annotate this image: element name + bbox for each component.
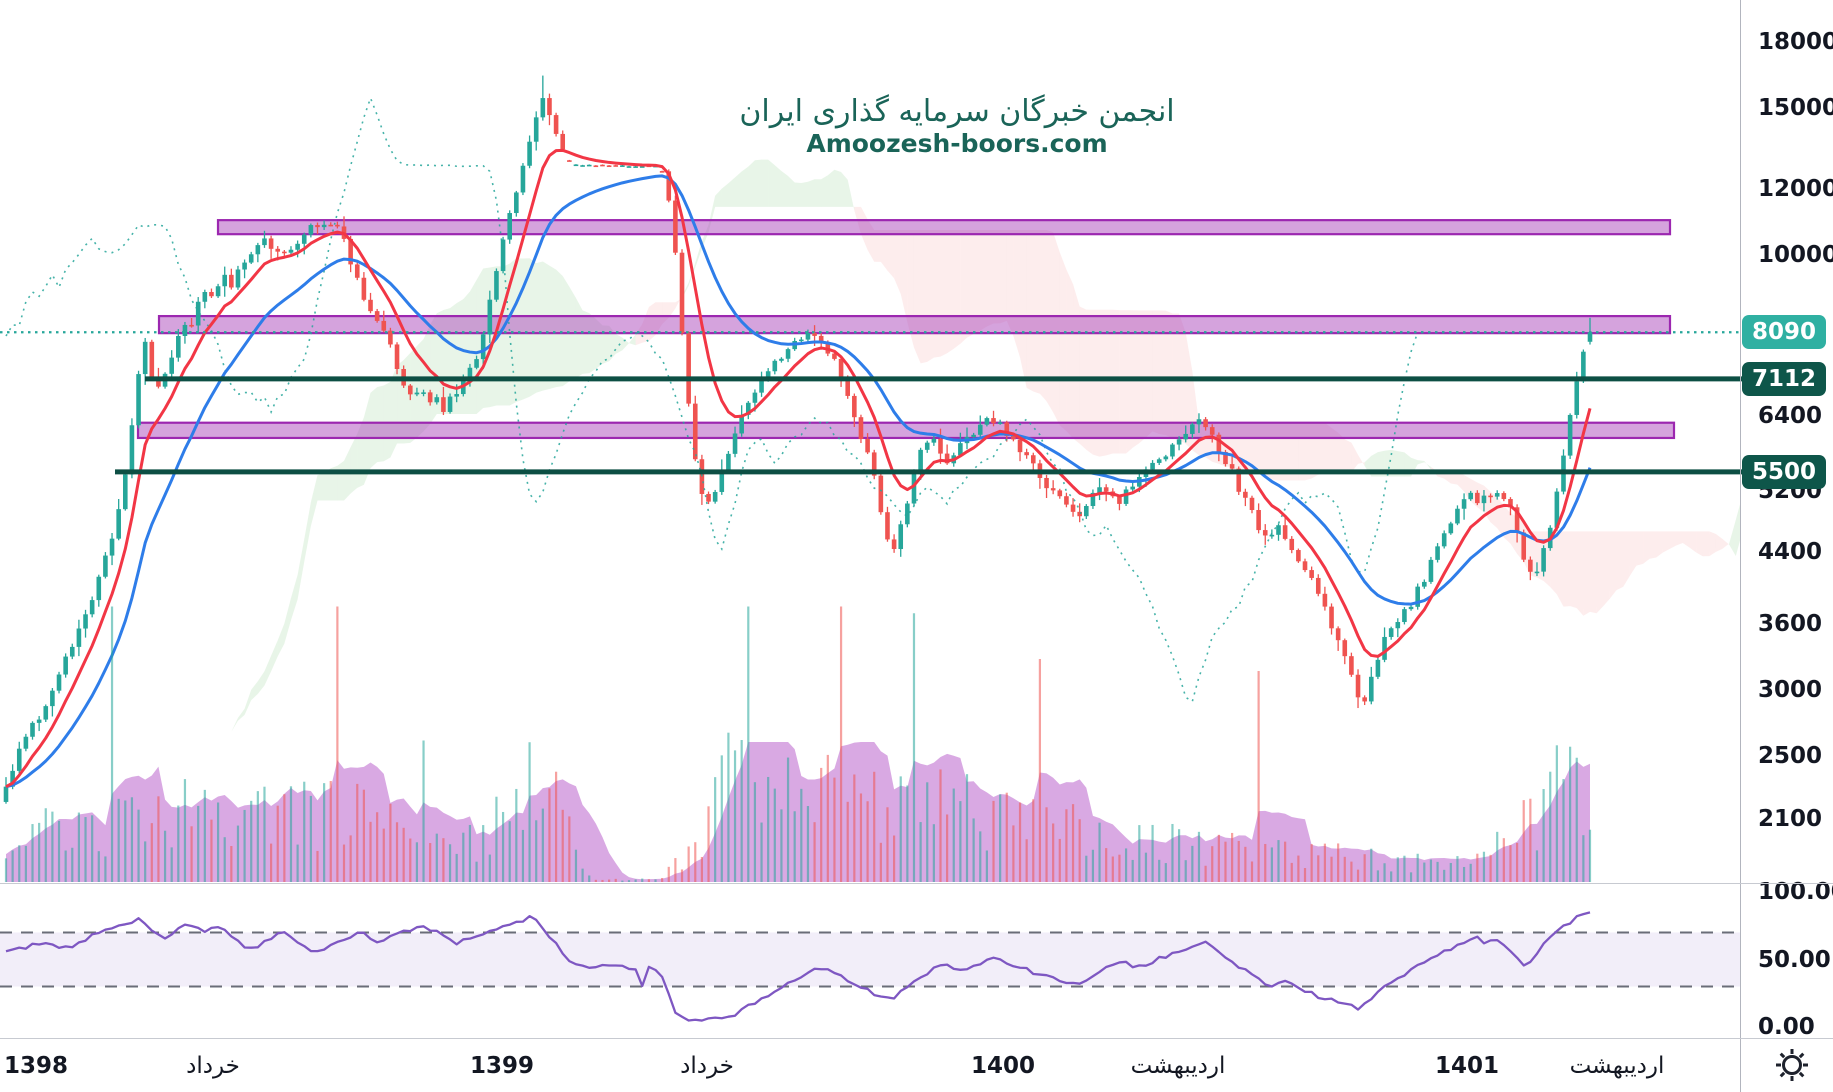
rsi-axis-label: 50.00 [1758,946,1831,973]
volume-ma-area [6,742,1590,882]
time-axis-label: 1399 [469,1053,535,1079]
price-axis-label: 15000 [1758,94,1833,121]
price-axis-label: 6400 [1758,403,1823,430]
time-axis-label: خرداد [186,1053,240,1079]
supply-demand-zone[interactable] [136,421,1676,440]
price-axis-label: 4400 [1758,538,1823,565]
pane-separator[interactable] [0,883,1833,884]
time-axis-label: اردیبهشت [1130,1053,1226,1079]
ema-fast-line [5,148,1592,788]
rsi-pane [0,911,1740,1022]
candlesticks [3,75,1593,804]
ema-slow-line [5,174,1592,789]
price-axis-label: 12000 [1758,175,1833,202]
rsi-line [5,911,1591,1022]
level-badge-7112: 7112 [1742,361,1826,396]
time-axis-label: اردیبهشت [1569,1053,1665,1079]
supply-demand-zone[interactable] [157,314,1672,335]
moving-average-lines [5,148,1592,789]
time-axis-label: 1400 [970,1053,1036,1079]
price-axis-label: 2100 [1758,806,1823,833]
price-scale-separator[interactable] [1740,0,1741,1092]
gear-glyph [1776,1049,1808,1081]
price-axis-label: 10000 [1758,241,1833,268]
time-axis-separator [0,1038,1833,1039]
supply-demand-zone[interactable] [216,219,1672,236]
settings-gear-icon[interactable] [1772,1045,1812,1085]
rsi-axis-label: 0.00 [1758,1014,1815,1040]
time-axis-label: 1398 [3,1053,69,1079]
price-axis-label: 3600 [1758,611,1823,638]
price-axis-label: 2500 [1758,743,1823,770]
supply-demand-zones [136,219,1676,440]
price-level-lines [0,331,1746,475]
level-badge-5500: 5500 [1742,454,1826,489]
price-axis-label: 3000 [1758,677,1823,704]
price-axis-label: 18000 [1758,29,1833,55]
volume-pane [4,606,1592,883]
time-axis-label: خرداد [680,1053,734,1079]
chikou-span-line [5,95,1419,703]
time-axis-label: 1401 [1434,1053,1500,1079]
rsi-band [0,932,1740,987]
current-price-badge: 8090 [1742,315,1826,350]
